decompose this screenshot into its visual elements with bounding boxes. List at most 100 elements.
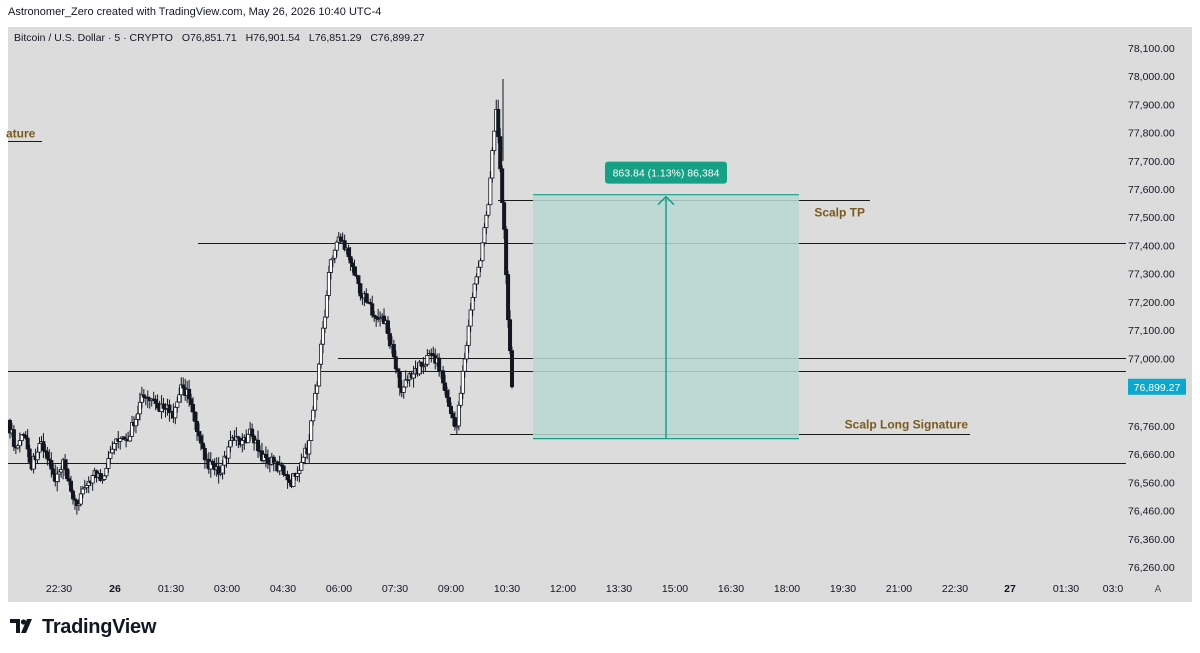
y-tick-label: 76,660.00	[1128, 449, 1175, 461]
candle-body	[480, 242, 485, 262]
signature-label-left: ature	[6, 127, 36, 141]
candle-body	[194, 420, 199, 432]
auto-scale-button[interactable]: A	[1155, 584, 1162, 595]
candle-body	[281, 465, 286, 475]
candle-body	[470, 296, 475, 311]
x-tick-label: 27	[1004, 583, 1016, 595]
candle-body	[462, 358, 467, 372]
candle-body	[466, 325, 471, 346]
attribution-text: Astronomer_Zero created with TradingView…	[8, 6, 382, 18]
symbol-name[interactable]: Bitcoin / U.S. Dollar · 5 · CRYPTO	[14, 32, 173, 44]
candle-body	[246, 433, 251, 444]
candle-body	[135, 413, 140, 420]
last-price-tag	[1128, 378, 1186, 395]
candle-body	[446, 397, 451, 407]
y-tick-label: 77,400.00	[1128, 240, 1175, 252]
candle-body	[496, 108, 501, 138]
y-tick-label: 76,560.00	[1128, 477, 1175, 489]
candle-body	[250, 428, 255, 437]
candle-body	[104, 467, 109, 477]
candle-body	[474, 276, 479, 285]
candle-body	[437, 357, 442, 372]
candle-body	[65, 468, 70, 480]
y-tick-label: 77,300.00	[1128, 269, 1175, 281]
candle-body	[313, 392, 318, 411]
x-tick-label: 03:0	[1103, 583, 1124, 595]
candle-body	[397, 371, 402, 388]
candle-body	[110, 448, 115, 454]
ohlc-open: O76,851.71	[181, 32, 237, 44]
candle-body	[155, 403, 160, 409]
candle-body	[11, 429, 16, 447]
x-tick-label: 07:30	[382, 583, 408, 595]
candle-body	[315, 385, 320, 394]
candle-body	[299, 461, 304, 471]
candle-body	[175, 401, 180, 408]
y-tick-label: 77,100.00	[1128, 325, 1175, 337]
candle-body	[153, 399, 158, 404]
candle-body	[358, 283, 363, 297]
candle-body	[25, 437, 30, 450]
y-tick-label: 76,760.00	[1128, 421, 1175, 433]
candle-body	[500, 168, 505, 203]
candle-body	[198, 435, 203, 444]
candle-body	[486, 204, 491, 216]
candle-body	[356, 275, 361, 285]
candle-body	[90, 475, 95, 484]
candle-body	[301, 456, 306, 463]
x-tick-label: 22:30	[46, 583, 72, 595]
candle-body	[228, 440, 233, 448]
x-tick-label: 01:30	[158, 583, 184, 595]
candle-body	[458, 392, 463, 406]
candle-body	[443, 382, 448, 391]
candle-body	[322, 316, 327, 329]
candle-body	[464, 344, 469, 360]
candle-body	[37, 443, 42, 453]
y-tick-label: 77,700.00	[1128, 156, 1175, 168]
candle-body	[69, 480, 74, 492]
candle-body	[285, 474, 290, 481]
position-arrow-head	[657, 195, 675, 206]
ohlc-close: C76,899.27	[370, 32, 425, 44]
candle-body	[364, 293, 369, 303]
candle-body	[401, 386, 406, 393]
x-tick-label: 09:00	[438, 583, 464, 595]
candle-body	[393, 356, 398, 370]
candle-body	[472, 283, 477, 298]
tradingview-logo-text: TradingView	[42, 615, 157, 638]
symbol-legend: Bitcoin / U.S. Dollar · 5 · CRYPTO O76,8…	[14, 32, 431, 44]
y-tick-label: 77,600.00	[1128, 184, 1175, 196]
candle-body	[118, 437, 123, 442]
y-tick-label: 78,000.00	[1128, 71, 1175, 83]
x-axis: 22:30 26 01:30 03:00 04:30 06:00 07:30 09:00 10:…	[46, 583, 1162, 595]
candle-body	[452, 417, 457, 427]
candle-body	[55, 473, 60, 482]
position-info-badge	[605, 161, 727, 184]
candle-body	[352, 266, 357, 276]
candle-body	[17, 440, 22, 447]
candle-body	[350, 262, 355, 267]
tradingview-logo[interactable]: TradingView	[10, 614, 156, 640]
candle-body	[35, 451, 40, 461]
y-tick-label: 77,000.00	[1128, 353, 1175, 365]
candle-body	[265, 457, 270, 464]
candle-body	[456, 404, 461, 427]
candle-body	[80, 488, 85, 495]
candle-body	[391, 344, 396, 358]
x-tick-label: 16:30	[718, 583, 744, 595]
candle-body	[482, 227, 487, 244]
candle-body	[41, 441, 46, 452]
candle-body	[23, 434, 28, 439]
candle-body	[112, 443, 117, 450]
y-tick-label: 76,460.00	[1128, 506, 1175, 518]
x-tick-label: 10:30	[494, 583, 520, 595]
x-tick-label: 15:00	[662, 583, 688, 595]
candle-body	[196, 431, 201, 437]
candle-body	[502, 202, 507, 230]
candle-body	[193, 411, 198, 422]
candle-body	[177, 394, 182, 403]
x-tick-label: 01:30	[1053, 583, 1079, 595]
candle-body	[133, 418, 138, 427]
candle-body	[332, 249, 337, 259]
